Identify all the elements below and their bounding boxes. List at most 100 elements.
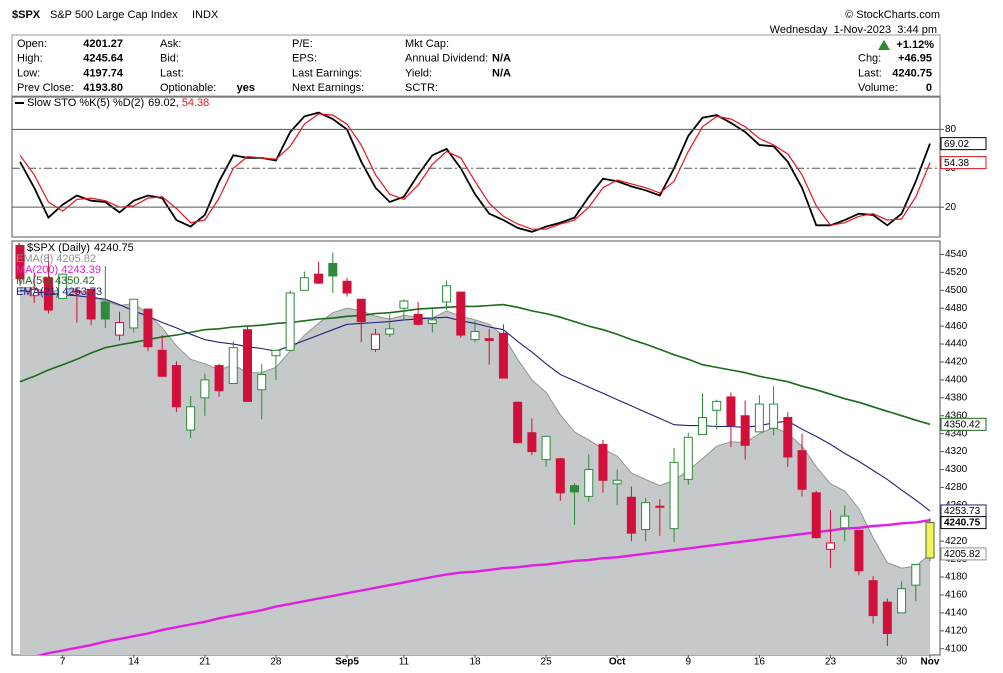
candle-body	[470, 331, 480, 341]
field-label: High:	[17, 53, 43, 65]
candle-body	[555, 458, 565, 494]
credit: © StockCharts.com	[845, 9, 940, 21]
overlay-value: 4243.39	[61, 264, 101, 276]
candle-body	[72, 290, 82, 293]
symbol: $SPX	[12, 9, 41, 21]
indicator-line	[19, 111, 931, 233]
candle-body	[356, 298, 366, 323]
candle-body	[484, 338, 494, 341]
field-label: P/E:	[292, 38, 313, 50]
overlay-name: EMA(8)	[16, 253, 53, 265]
y-tick-label: 4540	[945, 249, 968, 260]
candle-body	[897, 588, 907, 614]
y-tick-label: 4180	[945, 572, 968, 583]
candle-body	[413, 313, 423, 325]
candle-body	[385, 328, 395, 335]
candle-body	[825, 542, 835, 550]
candle-body	[342, 280, 352, 294]
moving-average	[19, 303, 931, 426]
x-tick-label: 9	[686, 657, 692, 668]
y-tick-label: 4460	[945, 321, 968, 332]
value-tag: 4253.73	[944, 506, 981, 517]
x-tick-label: Nov	[921, 657, 940, 668]
candle-body	[427, 319, 437, 324]
candle-body	[797, 450, 807, 490]
candle-body	[641, 502, 651, 531]
candle-body	[754, 403, 764, 433]
field-value: +46.95	[898, 53, 932, 65]
candle-body	[328, 262, 338, 277]
field-label: Last Earnings:	[292, 67, 362, 79]
legend-separator: ,	[176, 97, 179, 109]
field-value: N/A	[492, 67, 511, 79]
candle-body	[527, 432, 537, 453]
field-label: Volume:	[858, 82, 898, 94]
field-label: Prev Close:	[17, 82, 74, 94]
y-tick-label: 4440	[945, 339, 968, 350]
candle-body	[683, 436, 693, 480]
candle-body	[612, 479, 622, 485]
candle-body	[143, 308, 153, 348]
field-label: Yield:	[405, 67, 432, 79]
candle-body	[655, 505, 665, 508]
field-label: Next Earnings:	[292, 82, 364, 94]
candle-body	[626, 496, 636, 534]
indicator-title: Slow STO %K(5) %D(2)	[27, 97, 144, 109]
overlay-legend: EMA(8) 4205.82	[16, 253, 96, 265]
overlay-value: 4253.73	[62, 286, 102, 298]
y-tick-label: 4380	[945, 392, 968, 403]
field-value: 4193.80	[83, 82, 123, 94]
candle-body	[811, 492, 821, 539]
x-tick-label: Oct	[609, 657, 626, 668]
x-tick-label: 7	[60, 657, 66, 668]
candle-body	[783, 417, 793, 458]
candle-body	[285, 292, 295, 351]
field-value: 4240.75	[892, 67, 932, 79]
value-tag: 4240.75	[944, 518, 981, 529]
candle-body	[598, 443, 608, 481]
candle-body	[370, 333, 380, 350]
overlay-name: MA(50)	[16, 275, 52, 287]
value-tag: 4350.42	[944, 419, 981, 430]
up-arrow	[878, 40, 890, 50]
candle-body	[257, 374, 267, 391]
candle-body	[498, 332, 508, 379]
overlay-name: EMA(21)	[16, 286, 59, 298]
field-value: 4197.74	[83, 67, 124, 79]
legend-value: 69.02	[148, 97, 176, 109]
candle-body	[43, 277, 53, 311]
candle-body	[513, 401, 523, 444]
candle-body	[243, 329, 252, 402]
field-label: Open:	[17, 38, 47, 50]
candle-body	[399, 300, 409, 309]
y-tick-label: 4500	[945, 285, 968, 296]
candle-body	[911, 563, 921, 586]
candle-body	[854, 529, 864, 572]
candle-body	[299, 277, 309, 291]
candle-body	[698, 417, 707, 436]
y-tick-label: 4520	[945, 267, 968, 278]
candle-body	[86, 288, 96, 320]
candle-body	[58, 273, 68, 299]
y-tick-label: 4300	[945, 464, 968, 475]
date-time: Wednesday 1-Nov-2023 3:44 pm	[770, 24, 937, 36]
area-outline	[20, 287, 931, 569]
candle-body	[228, 347, 238, 384]
field-label: Low:	[17, 67, 40, 79]
indicator-panel	[11, 96, 941, 238]
candle-body	[442, 285, 452, 303]
y-tick-label: 4400	[945, 375, 968, 386]
candle-body	[740, 415, 750, 446]
x-tick-label: 16	[754, 657, 766, 668]
value-tag-box	[940, 417, 987, 431]
candle-body	[115, 322, 125, 336]
candle-body	[882, 601, 892, 634]
candle-body	[214, 365, 224, 392]
y-tick-label: 4120	[945, 625, 968, 636]
y-tick-label: 4160	[945, 590, 968, 601]
field-value: N/A	[492, 53, 511, 65]
x-tick-label: Sep5	[335, 657, 359, 668]
y-tick-label: 4420	[945, 357, 968, 368]
y-tick-label: 20	[945, 202, 957, 213]
candle-body	[541, 435, 551, 461]
